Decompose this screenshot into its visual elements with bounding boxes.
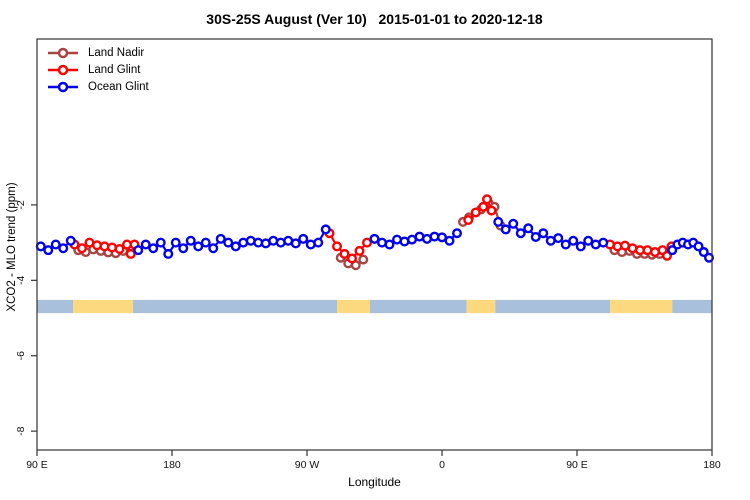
band-land-segment [610, 299, 673, 314]
x-tick-label: 180 [163, 459, 181, 471]
ocean-glint-point [538, 228, 549, 239]
legend-label: Ocean Glint [88, 80, 149, 93]
ocean-glint-point [508, 218, 519, 229]
land-glint-point [125, 248, 136, 259]
ocean-glint-point [444, 235, 455, 246]
plot-box [36, 38, 713, 451]
ocean-glint-point [560, 239, 571, 250]
land-glint-point [362, 237, 373, 248]
ocean-glint-point [178, 243, 189, 254]
band-land-segment [73, 299, 133, 314]
y-tick-label: -2 [15, 200, 27, 209]
land-glint-point [486, 205, 497, 216]
land-glint-point [478, 201, 489, 212]
land-glint-point [339, 248, 350, 259]
land-glint-point [354, 245, 365, 256]
ocean-glint-point [133, 245, 144, 256]
ocean-glint-point [230, 241, 241, 252]
ocean-glint-point [148, 243, 159, 254]
ocean-glint-point [298, 233, 309, 244]
ocean-glint-point [208, 243, 219, 254]
y-tick-label: -8 [15, 426, 27, 435]
x-axis-label: Longitude [348, 475, 401, 489]
ocean-glint-point [163, 248, 174, 259]
ocean-glint-point [384, 239, 395, 250]
ocean-glint-point [320, 224, 331, 235]
ocean-glint-point [568, 235, 579, 246]
ocean-glint-point [290, 238, 301, 249]
x-tick-label: 90 E [566, 459, 588, 471]
ocean-glint-point [575, 241, 586, 252]
y-tick-label: -4 [15, 275, 27, 284]
legend-item-land-glint: Land Glint [46, 61, 149, 78]
ocean-glint-swatch-icon [48, 81, 78, 92]
legend-item-land-nadir: Land Nadir [46, 44, 149, 61]
land-glint-point [114, 244, 125, 255]
ocean-glint-point [500, 224, 511, 235]
ocean-glint-point [215, 233, 226, 244]
land-nadir-point [358, 254, 369, 265]
legend-label: Land Nadir [88, 46, 145, 59]
land-glint-point [470, 207, 481, 218]
ocean-glint-point [598, 237, 609, 248]
ocean-glint-point [530, 231, 541, 242]
land-glint-point [662, 250, 673, 261]
legend-label: Land Glint [88, 63, 141, 76]
ocean-glint-point [58, 243, 69, 254]
band-ocean-segment [133, 299, 337, 314]
ocean-glint-point [65, 235, 76, 246]
band-land-segment [337, 299, 370, 314]
ocean-glint-point [193, 241, 204, 252]
land-nadir-swatch-icon [48, 47, 78, 58]
ocean-glint-point [493, 216, 504, 227]
ocean-glint-point [583, 235, 594, 246]
chart-title: 30S-25S August (Ver 10) 2015-01-01 to 20… [206, 11, 543, 27]
land-glint-point [482, 194, 493, 205]
ocean-glint-point [704, 252, 715, 263]
band-ocean-segment [495, 299, 610, 314]
ocean-glint-point [170, 237, 181, 248]
land-glint-point [463, 214, 474, 225]
land-glint-swatch-icon [48, 64, 78, 75]
ocean-glint-point [200, 237, 211, 248]
ocean-glint-point [155, 237, 166, 248]
ocean-glint-point [515, 228, 526, 239]
land-glint-point [347, 253, 358, 264]
y-tick-label: -6 [15, 351, 27, 360]
land-glint-point [76, 243, 87, 254]
band-ocean-segment [370, 299, 467, 314]
ocean-glint-point [693, 241, 704, 252]
ocean-glint-point [369, 233, 380, 244]
ocean-glint-point [437, 232, 448, 243]
ocean-glint-point [523, 223, 534, 234]
ocean-glint-point [43, 245, 54, 256]
band-land-segment [466, 299, 496, 314]
ocean-glint-point [185, 235, 196, 246]
x-tick-label: 180 [703, 459, 721, 471]
ocean-glint-point [223, 237, 234, 248]
ocean-glint-point [553, 233, 564, 244]
legend-item-ocean-glint: Ocean Glint [46, 78, 149, 95]
ocean-glint-point [452, 228, 463, 239]
ocean-glint-point [667, 245, 678, 256]
x-tick-label: 0 [439, 459, 445, 471]
x-tick-label: 90 W [295, 459, 320, 471]
band-ocean-segment [672, 299, 712, 314]
band-ocean-segment [37, 299, 73, 314]
ocean-glint-point [698, 247, 709, 258]
ocean-glint-point [313, 237, 324, 248]
legend: Land Nadir Land Glint Ocean Glint [46, 44, 149, 95]
ocean-glint-point [140, 239, 151, 250]
x-tick-label: 90 E [26, 459, 48, 471]
land-glint-point [332, 241, 343, 252]
ocean-glint-point [50, 239, 61, 250]
